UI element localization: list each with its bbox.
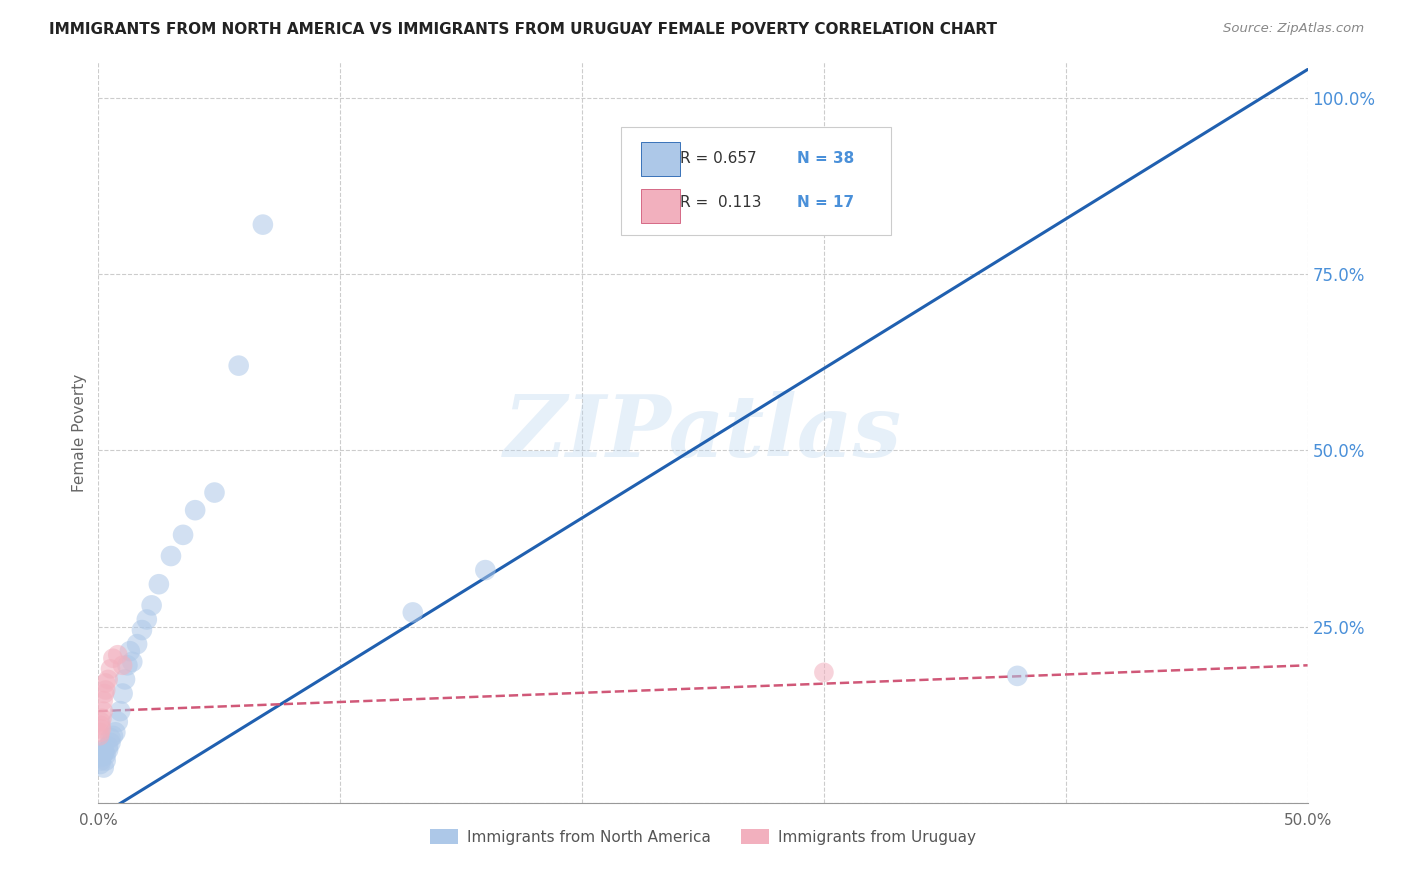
Point: [94, 747, 117, 762]
Point: [114, 673, 136, 687]
Text: ZIPatlas: ZIPatlas: [503, 391, 903, 475]
Point: [800, 182, 823, 196]
Point: [91, 704, 114, 718]
Point: [93, 745, 115, 759]
Point: [121, 655, 143, 669]
Text: IMMIGRANTS FROM NORTH AMERICA VS IMMIGRANTS FROM URUGUAY FEMALE POVERTY CORRELAT: IMMIGRANTS FROM NORTH AMERICA VS IMMIGRA…: [49, 22, 997, 37]
Point: [100, 731, 122, 745]
Point: [111, 658, 134, 673]
Point: [107, 714, 129, 729]
Legend: Immigrants from North America, Immigrants from Uruguay: Immigrants from North America, Immigrant…: [425, 822, 981, 851]
Point: [135, 612, 157, 626]
Point: [91, 747, 114, 762]
Point: [89, 725, 111, 739]
Point: [101, 729, 124, 743]
Point: [90, 754, 112, 768]
Text: N = 17: N = 17: [797, 195, 853, 211]
Point: [91, 693, 114, 707]
Point: [204, 485, 226, 500]
Text: R = 0.657: R = 0.657: [681, 152, 756, 167]
Point: [474, 563, 496, 577]
Point: [100, 736, 122, 750]
Point: [108, 704, 131, 718]
Point: [91, 747, 114, 761]
Point: [228, 359, 250, 373]
Point: [107, 648, 129, 662]
Point: [97, 673, 120, 687]
Point: [252, 218, 274, 232]
Point: [131, 623, 153, 637]
Text: N = 38: N = 38: [797, 152, 853, 167]
Y-axis label: Female Poverty: Female Poverty: [72, 374, 87, 491]
Point: [97, 743, 120, 757]
Point: [93, 686, 115, 700]
Text: R =  0.113: R = 0.113: [681, 195, 762, 211]
Point: [90, 722, 112, 736]
Point: [93, 760, 115, 774]
Point: [172, 528, 194, 542]
Point: [94, 754, 117, 768]
Point: [101, 651, 124, 665]
Point: [118, 644, 141, 658]
Point: [91, 711, 114, 725]
Point: [89, 729, 111, 743]
Point: [89, 757, 111, 772]
Point: [94, 683, 117, 698]
Point: [184, 503, 207, 517]
Point: [90, 718, 112, 732]
Point: [91, 743, 114, 757]
Point: [127, 637, 149, 651]
Point: [402, 606, 425, 620]
Point: [94, 676, 117, 690]
Point: [111, 686, 134, 700]
Point: [90, 714, 112, 729]
Point: [813, 665, 835, 680]
Point: [104, 725, 127, 739]
Point: [160, 549, 183, 563]
Point: [141, 599, 163, 613]
Point: [148, 577, 170, 591]
Text: Source: ZipAtlas.com: Source: ZipAtlas.com: [1223, 22, 1364, 36]
Point: [1007, 669, 1029, 683]
Point: [97, 739, 120, 754]
Point: [100, 662, 122, 676]
Point: [117, 658, 139, 673]
Point: [90, 750, 112, 764]
